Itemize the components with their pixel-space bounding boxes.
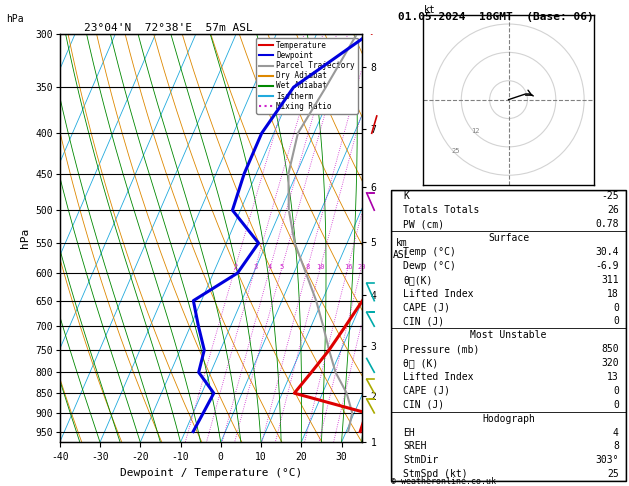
X-axis label: Dewpoint / Temperature (°C): Dewpoint / Temperature (°C)	[120, 468, 302, 478]
Text: 4: 4	[268, 264, 272, 270]
Text: EH: EH	[403, 428, 415, 437]
Text: 12: 12	[471, 128, 480, 134]
Text: StmDir: StmDir	[403, 455, 438, 465]
Text: 3: 3	[253, 264, 258, 270]
Text: 311: 311	[601, 275, 619, 285]
Y-axis label: hPa: hPa	[19, 228, 30, 248]
Text: 0: 0	[613, 400, 619, 410]
Text: SREH: SREH	[403, 441, 426, 451]
Text: Lifted Index: Lifted Index	[403, 289, 474, 299]
Text: θᴇ(K): θᴇ(K)	[403, 275, 432, 285]
Text: Most Unstable: Most Unstable	[470, 330, 547, 340]
Y-axis label: km
ASL: km ASL	[392, 238, 410, 260]
Text: Temp (°C): Temp (°C)	[403, 247, 456, 257]
Text: 8: 8	[306, 264, 310, 270]
Text: © weatheronline.co.uk: © weatheronline.co.uk	[391, 477, 496, 486]
Text: 20: 20	[357, 264, 365, 270]
Text: 4: 4	[613, 428, 619, 437]
Text: 25: 25	[452, 148, 460, 154]
Text: 0: 0	[613, 386, 619, 396]
Text: StmSpd (kt): StmSpd (kt)	[403, 469, 467, 479]
Text: 320: 320	[601, 358, 619, 368]
Text: Totals Totals: Totals Totals	[403, 206, 479, 215]
Text: 25: 25	[607, 469, 619, 479]
Text: Lifted Index: Lifted Index	[403, 372, 474, 382]
Text: Hodograph: Hodograph	[482, 414, 535, 424]
Text: 5: 5	[280, 264, 284, 270]
Text: 303°: 303°	[595, 455, 619, 465]
Text: 0: 0	[613, 303, 619, 312]
Text: CIN (J): CIN (J)	[403, 400, 444, 410]
Text: 0.78: 0.78	[595, 219, 619, 229]
Text: hPa: hPa	[6, 14, 24, 24]
Text: Dewp (°C): Dewp (°C)	[403, 261, 456, 271]
Text: θᴇ (K): θᴇ (K)	[403, 358, 438, 368]
Text: Surface: Surface	[488, 233, 529, 243]
Text: 18: 18	[607, 289, 619, 299]
Text: CAPE (J): CAPE (J)	[403, 386, 450, 396]
Text: 16: 16	[343, 264, 352, 270]
Text: 0: 0	[613, 316, 619, 327]
Text: 26: 26	[607, 206, 619, 215]
Text: 2: 2	[233, 264, 238, 270]
Text: Pressure (mb): Pressure (mb)	[403, 344, 479, 354]
Legend: Temperature, Dewpoint, Parcel Trajectory, Dry Adiabat, Wet Adiabat, Isotherm, Mi: Temperature, Dewpoint, Parcel Trajectory…	[256, 38, 358, 114]
Text: CAPE (J): CAPE (J)	[403, 303, 450, 312]
Text: 23°04'N  72°38'E  57m ASL: 23°04'N 72°38'E 57m ASL	[84, 23, 253, 33]
Text: K: K	[403, 191, 409, 202]
Text: kt: kt	[423, 4, 435, 15]
Text: 13: 13	[607, 372, 619, 382]
Text: 01.05.2024  18GMT  (Base: 06): 01.05.2024 18GMT (Base: 06)	[398, 12, 593, 22]
Text: -6.9: -6.9	[595, 261, 619, 271]
Text: 850: 850	[601, 344, 619, 354]
Text: PW (cm): PW (cm)	[403, 219, 444, 229]
Text: -25: -25	[601, 191, 619, 202]
Text: CIN (J): CIN (J)	[403, 316, 444, 327]
Text: 10: 10	[316, 264, 325, 270]
Text: 30.4: 30.4	[595, 247, 619, 257]
Text: 8: 8	[613, 441, 619, 451]
